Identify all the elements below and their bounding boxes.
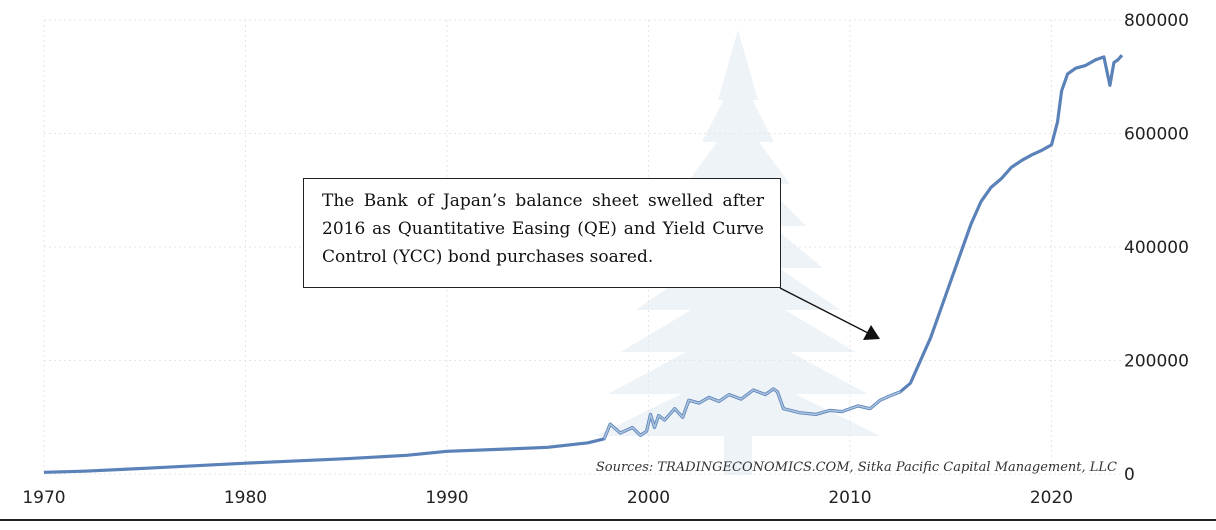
series-line-highlight — [603, 388, 901, 440]
x-tick-label: 2000 — [627, 488, 670, 508]
x-tick-label: 1990 — [425, 488, 468, 508]
tree-trunk — [724, 420, 752, 475]
annotation-text: The Bank of Japan’s balance sheet swelle… — [322, 191, 764, 267]
y-tick-label: 400000 — [1124, 238, 1189, 258]
x-tick-label: 2010 — [828, 488, 871, 508]
y-axis-labels: 0 200000 400000 600000 800000 — [1124, 11, 1189, 485]
source-note: Sources: TRADINGECONOMICS.COM, Sitka Pac… — [596, 460, 1117, 475]
tree-tier — [686, 114, 790, 184]
y-tick-label: 0 — [1124, 465, 1135, 485]
x-tick-label: 1970 — [22, 488, 65, 508]
tree-tier — [608, 324, 868, 394]
tree-tier — [718, 30, 758, 100]
x-tick-label: 1980 — [224, 488, 267, 508]
gridlines — [43, 19, 1122, 475]
x-tick-label: 2020 — [1030, 488, 1073, 508]
annotation-arrow-head — [863, 325, 880, 340]
x-axis-labels: 1970 1980 1990 2000 2010 2020 — [22, 488, 1073, 508]
annotation-arrow — [779, 287, 869, 334]
tree-tier — [702, 72, 774, 142]
tree-tier — [620, 282, 856, 352]
y-tick-label: 200000 — [1124, 352, 1189, 372]
y-tick-label: 800000 — [1124, 11, 1189, 31]
annotation-box: The Bank of Japan’s balance sheet swelle… — [303, 178, 781, 288]
y-tick-label: 600000 — [1124, 125, 1189, 145]
